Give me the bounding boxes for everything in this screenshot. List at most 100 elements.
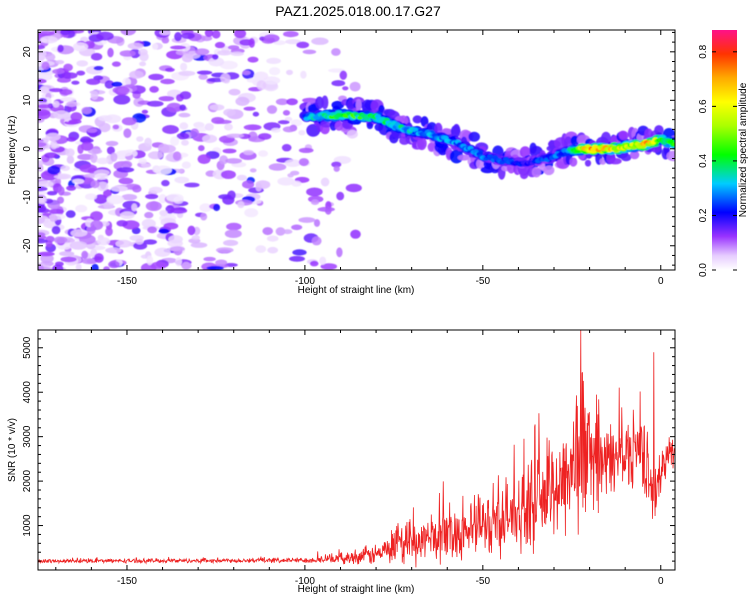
spectrogram-cell (180, 62, 188, 71)
colorbar: 0.0 0.2 0.4 0.6 0.8 Normalized spectral ampl… (698, 30, 749, 277)
spectrogram-cell (208, 57, 225, 67)
spectrogram-cell (98, 122, 111, 133)
spectrogram-cell (349, 81, 361, 92)
spectrogram-cell (38, 142, 47, 147)
spectrogram-cell (629, 150, 640, 160)
spectrogram-cell (230, 51, 244, 56)
spectrogram-cell (306, 187, 323, 197)
spectrogram-cell (271, 127, 281, 133)
spectrogram-cell (105, 140, 119, 147)
spectrogram-cell (457, 154, 471, 161)
spectrogram-cell (162, 125, 179, 134)
spectrogram-cell (262, 227, 274, 236)
y-tick-label: 4000 (22, 381, 33, 404)
spectrogram-cell (223, 239, 239, 246)
spectrogram-cell (161, 179, 170, 187)
spectrogram-cell (63, 112, 72, 122)
spectrogram-cell (52, 68, 65, 75)
spectrogram-cell (255, 245, 267, 253)
spectrogram-cell (285, 39, 302, 45)
spectrogram-cell (212, 54, 219, 60)
spectrogram-cell (237, 201, 245, 209)
spectrogram-cell (158, 194, 167, 204)
spectrogram-cell (38, 251, 55, 257)
y-tick-label: -20 (22, 238, 33, 253)
spectrogram-cell (145, 193, 159, 200)
spectrogram-cell (38, 238, 48, 244)
spectrogram-cell (543, 165, 555, 176)
spectrogram-cell (148, 151, 164, 160)
spectrogram-cell (76, 70, 86, 76)
spectrogram-cell (169, 246, 185, 252)
spectrogram-cell (277, 177, 295, 186)
y-tick-label: 5000 (22, 336, 33, 359)
spectrogram-cell (298, 147, 314, 153)
spectrogram-cell (331, 48, 341, 56)
spectrogram-cell (122, 200, 141, 210)
spectrogram-cell (110, 185, 128, 192)
spectrogram-cell (94, 253, 104, 263)
spectrogram-cell (120, 30, 136, 36)
spectrogram-cell (236, 174, 247, 181)
spectrogram-cell (48, 208, 65, 214)
spectrogram-cell (243, 124, 262, 131)
spectrogram-cell (158, 143, 170, 154)
spectrogram-cell (302, 49, 317, 55)
spectrogram-cell (38, 198, 47, 203)
spectrogram-cell (80, 141, 94, 151)
spectrogram-cell (154, 247, 171, 257)
spectrogram-cell (226, 133, 245, 138)
spectrogram-cell (48, 88, 63, 93)
spectrogram-cell (60, 30, 71, 36)
y-tick-label: 3000 (22, 425, 33, 448)
spectrogram-cell (298, 130, 306, 136)
spectrogram-cell (45, 53, 56, 61)
spectrogram-cell (45, 240, 53, 248)
spectrogram-cell (283, 30, 299, 38)
spectrogram-cell (331, 100, 345, 110)
spectrogram-cell (90, 220, 104, 231)
spectrogram-cell (72, 178, 85, 184)
spectrogram-cell (247, 56, 259, 63)
spectrogram-cell (170, 45, 187, 50)
spectrogram-cell (132, 185, 142, 193)
spectrogram-cell (121, 194, 138, 201)
spectrogram-cell (44, 152, 58, 159)
spectrogram-cell (146, 255, 154, 266)
spectrogram-cell (220, 170, 236, 180)
spectrogram-cell (416, 136, 427, 151)
spectrogram-cell (96, 181, 109, 192)
spectrogram-cell (339, 70, 347, 80)
spectrogram-cell (70, 229, 88, 237)
spectrogram-cell (220, 73, 231, 84)
spectrogram-cell (203, 256, 216, 262)
spectrogram-cell (224, 229, 242, 238)
spectrogram-cell (242, 180, 255, 189)
spectrogram-cell (93, 66, 104, 71)
spectrogram-cell (141, 109, 149, 114)
spectrogram-cell (227, 190, 236, 200)
spectrogram-cell (87, 148, 103, 155)
x-tick-label: -150 (117, 576, 137, 587)
spectrogram-cell (211, 30, 221, 39)
spectrogram-cell (90, 90, 99, 101)
spectrogram-cell (219, 60, 238, 70)
colorbar-tick-label: 0.0 (698, 263, 709, 277)
spectrogram-cell (219, 155, 229, 165)
spectrogram-cell (277, 120, 290, 125)
spectrogram-cell (65, 210, 76, 218)
spectrogram-cell (108, 260, 120, 269)
spectrogram-cell (38, 190, 47, 196)
spectrogram-cell (319, 256, 327, 265)
spectrogram-cell (72, 42, 89, 52)
spectrogram-ylabel: Frequency (Hz) (7, 116, 18, 185)
spectrogram-cell (96, 157, 110, 165)
spectrogram-cell (187, 225, 196, 236)
spectrogram-cell (198, 145, 205, 152)
spectrogram-cells (38, 30, 675, 270)
spectrogram-xlabel: Height of straight line (km) (298, 285, 415, 296)
spectrogram-cell (215, 119, 232, 124)
y-tick-label: 2000 (22, 470, 33, 493)
spectrogram-cell (266, 105, 278, 114)
colorbar-tick-label: 0.4 (698, 154, 709, 168)
